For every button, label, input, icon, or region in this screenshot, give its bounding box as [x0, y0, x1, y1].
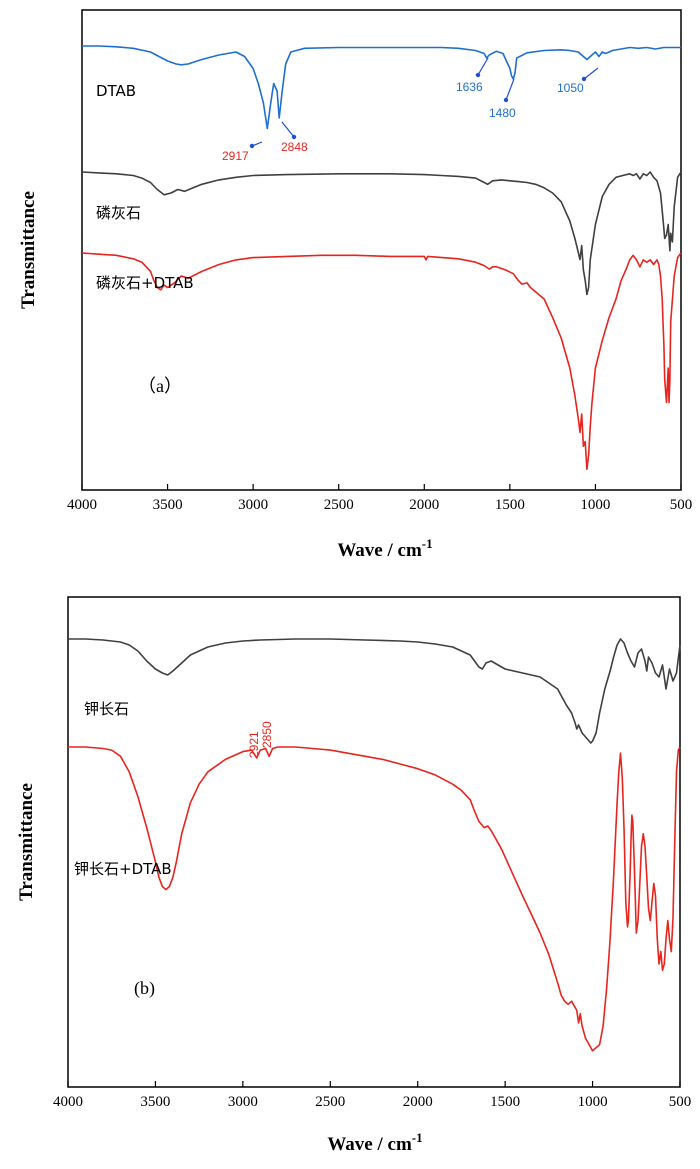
panel-a-annotation-arrow: [505, 78, 515, 101]
panel-b-series-2-line: [68, 746, 681, 1052]
panel-b-x-tick-label: 2000: [403, 1094, 433, 1110]
panel-a-annotation-arrow: [583, 67, 599, 80]
panel-a-x-tick-label: 2500: [324, 497, 354, 513]
panel-b-plot-frame: [67, 596, 681, 1088]
panel-b-label-feldspar: 钾长石: [84, 700, 129, 718]
panel-a-annotation-label: 2917: [222, 149, 249, 163]
panel-b-label-feldspar-dtab: 钾长石+DTAB: [74, 860, 172, 878]
panel-b-x-tick-label: 4000: [53, 1094, 83, 1110]
panel-a-plot-frame: [81, 9, 682, 491]
panel-a-y-axis-label: Transmittance: [18, 191, 39, 309]
panel-b-curves: [68, 638, 681, 1052]
panel-b-x-tick-label: 3000: [228, 1094, 258, 1110]
panel-a-x-tick-label: 1500: [495, 497, 525, 513]
panel-a-x-tick-label: 4000: [67, 497, 97, 513]
panel-b-annotation-label: 2850: [260, 721, 274, 748]
panel-a-annotation-label: 1050: [557, 81, 584, 95]
panel-a-x-tick-label: 1000: [580, 497, 610, 513]
panel-b-x-tick-label: 1000: [578, 1094, 608, 1110]
panel-a-label-apatite: 磷灰石: [96, 204, 141, 222]
panel-b-chart: 4000 3500 3000 2500 2000 1500 1000 500 2921 2850…: [16, 596, 691, 1155]
panel-a-annotation-arrow: [477, 57, 489, 76]
panel-a-annotation-arrowhead: [503, 97, 509, 103]
panel-a-series-3-line: [81, 252, 682, 471]
panel-b-tag: (b): [134, 978, 155, 999]
panel-a-x-tick-label: 3000: [238, 497, 268, 513]
panel-a-chart: 4000 3500 3000 2500 2000 1500 1000 500 2917 2848…: [18, 9, 692, 561]
panel-b-series-1-line: [68, 638, 681, 744]
panel-a-annotation-arrowhead: [581, 76, 587, 82]
panel-b-x-tick-label: 500: [669, 1094, 692, 1110]
panel-b-x-tick-label: 3500: [140, 1094, 170, 1110]
panel-a-annotation-label: 1480: [489, 106, 516, 120]
panel-a-x-axis-label: Wave / cm-1: [337, 536, 432, 561]
panel-a-x-tick-label: 3500: [153, 497, 183, 513]
panel-a-x-tick-label: 500: [670, 497, 693, 513]
panel-a-annotation-label: 1636: [456, 80, 483, 94]
panel-a-series-2-line: [81, 171, 682, 296]
panel-a-x-tick-label: 2000: [409, 497, 439, 513]
panel-a-annotation-arrow: [281, 121, 295, 138]
panel-b-y-axis-label: Transmittance: [16, 783, 37, 901]
panel-b-annotation-label: 2921: [247, 731, 261, 758]
panel-b-x-axis: 4000 3500 3000 2500 2000 1500 1000 500: [53, 1081, 691, 1110]
panel-a-annotation-arrowhead: [475, 72, 481, 78]
panel-a-curves: [81, 45, 682, 471]
panel-a-annotation-arrowhead: [249, 143, 255, 149]
panel-a-x-axis: 4000 3500 3000 2500 2000 1500 1000 500: [67, 484, 692, 513]
panel-a-annotation-arrowhead: [291, 134, 297, 140]
panel-a-annotations: 2917 2848 1636 1480 1050: [222, 57, 599, 163]
panel-b-x-axis-label: Wave / cm-1: [327, 1130, 422, 1155]
panel-a-series-1-line: [82, 45, 681, 130]
panel-a-tag: （a）: [138, 376, 182, 396]
panel-b-annotations: 2921 2850: [247, 721, 274, 758]
panel-a-annotation-label: 2848: [281, 140, 308, 154]
panel-b-x-tick-label: 1500: [490, 1094, 520, 1110]
panel-b-x-tick-label: 2500: [315, 1094, 345, 1110]
panel-a-label-dtab: DTAB: [96, 82, 136, 100]
panel-a-label-apatite-dtab: 磷灰石+DTAB: [96, 274, 194, 292]
